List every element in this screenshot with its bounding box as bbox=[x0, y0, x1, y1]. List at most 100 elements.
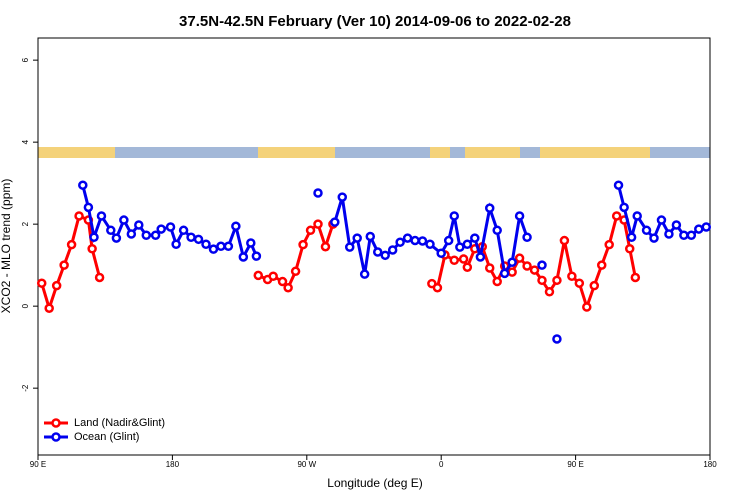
data-point bbox=[604, 239, 614, 250]
y-tick-label: 0 bbox=[21, 303, 30, 308]
data-point bbox=[66, 239, 77, 250]
data-point bbox=[74, 211, 84, 221]
data-point bbox=[78, 180, 88, 190]
data-point bbox=[156, 224, 166, 234]
data-point bbox=[462, 239, 473, 249]
data-point bbox=[522, 261, 532, 271]
legend-label: Land (Nadir&Glint) bbox=[74, 417, 165, 429]
data-point bbox=[94, 272, 105, 283]
data-point bbox=[507, 257, 517, 268]
data-point bbox=[372, 247, 383, 257]
y-tick-label: 2 bbox=[21, 221, 30, 226]
data-point bbox=[589, 280, 600, 291]
data-point bbox=[632, 211, 642, 221]
data-point bbox=[313, 219, 323, 229]
data-point bbox=[36, 278, 47, 288]
data-point bbox=[656, 215, 667, 225]
data-point bbox=[134, 220, 144, 230]
data-point bbox=[365, 231, 376, 242]
data-point bbox=[537, 275, 547, 286]
data-point bbox=[359, 269, 370, 279]
data-point bbox=[449, 255, 460, 265]
data-point bbox=[436, 248, 446, 259]
data-point bbox=[484, 263, 495, 273]
data-point bbox=[141, 230, 152, 240]
map-strip bbox=[38, 147, 710, 158]
data-point bbox=[613, 180, 624, 190]
data-point bbox=[402, 233, 413, 243]
data-point bbox=[649, 233, 659, 243]
legend-marker bbox=[51, 432, 61, 442]
data-point bbox=[611, 211, 622, 221]
data-point bbox=[514, 211, 525, 221]
data-point bbox=[499, 268, 510, 279]
x-tick-label: 90 E bbox=[30, 460, 46, 469]
data-point bbox=[664, 229, 674, 239]
y-tick-label: 6 bbox=[21, 57, 30, 62]
data-point bbox=[186, 232, 196, 243]
data-point bbox=[514, 253, 525, 263]
data-point bbox=[231, 221, 241, 231]
data-point bbox=[432, 282, 443, 293]
series-line bbox=[333, 196, 529, 278]
data-point bbox=[458, 254, 469, 264]
data-point bbox=[165, 222, 176, 232]
data-point bbox=[492, 276, 502, 287]
data-point bbox=[171, 239, 181, 249]
y-tick-label: -2 bbox=[21, 384, 30, 392]
data-point bbox=[150, 230, 161, 240]
data-point bbox=[253, 270, 264, 281]
data-point bbox=[596, 260, 607, 270]
y-tick-label: 4 bbox=[21, 139, 30, 144]
data-point bbox=[208, 244, 219, 254]
data-point bbox=[387, 245, 398, 255]
data-point bbox=[626, 232, 637, 243]
data-point bbox=[582, 302, 592, 312]
data-point bbox=[417, 236, 428, 246]
data-point bbox=[686, 230, 697, 240]
data-point bbox=[410, 235, 420, 246]
plot-frame bbox=[37, 37, 711, 456]
data-point bbox=[290, 266, 301, 277]
data-point bbox=[462, 262, 473, 272]
data-point bbox=[559, 235, 570, 246]
data-point bbox=[492, 225, 502, 236]
data-point bbox=[330, 217, 340, 227]
data-point bbox=[305, 225, 316, 236]
data-point bbox=[529, 265, 540, 275]
data-point bbox=[522, 232, 532, 243]
data-point bbox=[96, 211, 107, 221]
data-point bbox=[337, 192, 348, 202]
data-point bbox=[470, 233, 480, 243]
x-tick-label: 90 W bbox=[297, 460, 316, 469]
data-point bbox=[298, 239, 308, 250]
data-point bbox=[455, 242, 465, 252]
legend-marker bbox=[51, 418, 61, 428]
data-point bbox=[552, 275, 562, 286]
data-point bbox=[216, 241, 226, 252]
series-line bbox=[40, 213, 102, 314]
data-point bbox=[238, 252, 249, 262]
x-tick-label: 180 bbox=[166, 460, 180, 469]
data-point bbox=[268, 271, 278, 281]
data-point bbox=[641, 225, 652, 236]
data-point bbox=[679, 230, 689, 240]
data-point bbox=[277, 276, 288, 287]
x-tick-label: 90 E bbox=[567, 460, 583, 469]
data-point bbox=[44, 303, 54, 313]
data-point bbox=[449, 211, 460, 221]
data-point bbox=[624, 244, 635, 254]
data-point bbox=[443, 235, 454, 246]
data-point bbox=[475, 252, 486, 262]
series-line bbox=[617, 184, 707, 241]
data-point bbox=[119, 215, 129, 225]
data-point bbox=[380, 250, 390, 261]
x-tick-label: 0 bbox=[439, 460, 444, 469]
y-axis-label: XCO2 - MLO trend (ppm) bbox=[0, 179, 13, 314]
data-point bbox=[51, 280, 62, 291]
data-point bbox=[246, 238, 256, 248]
data-point bbox=[223, 241, 234, 252]
data-point bbox=[320, 241, 331, 252]
